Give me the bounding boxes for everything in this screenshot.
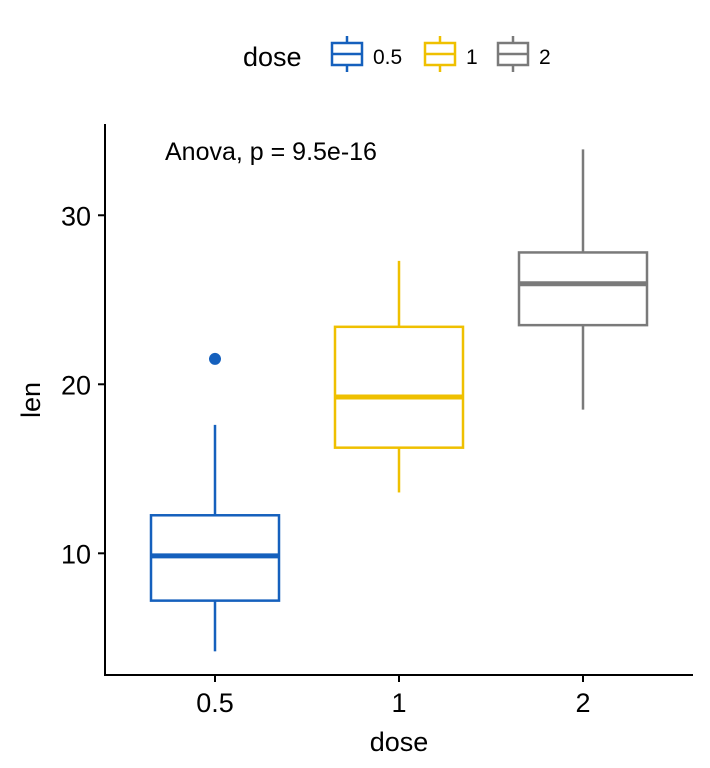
legend-key-1: 1 bbox=[423, 36, 478, 72]
legend-key-label: 0.5 bbox=[373, 46, 402, 69]
boxes bbox=[149, 149, 649, 652]
legend-key-0.5: 0.5 bbox=[330, 36, 402, 72]
box-1 bbox=[333, 260, 465, 493]
legend-title: dose bbox=[243, 42, 302, 72]
outlier-point bbox=[209, 352, 221, 365]
y-tick-label: 30 bbox=[61, 201, 91, 231]
legend: dose 0.5 1 2 bbox=[243, 36, 551, 72]
x-tick-label: 1 bbox=[391, 688, 406, 718]
box-0.5 bbox=[149, 352, 281, 652]
iqr-box bbox=[333, 325, 465, 449]
y-ticks: 10 20 30 bbox=[61, 201, 105, 569]
y-tick-label: 10 bbox=[61, 539, 91, 569]
iqr-box bbox=[517, 251, 649, 327]
anova-annotation: Anova, p = 9.5e-16 bbox=[165, 138, 377, 166]
legend-key-2: 2 bbox=[496, 36, 551, 72]
x-tick-label: 0.5 bbox=[196, 688, 234, 718]
x-axis-title: dose bbox=[370, 727, 429, 757]
y-axis-title: len bbox=[16, 382, 46, 418]
x-ticks: 0.5 1 2 bbox=[196, 675, 591, 718]
legend-key-label: 1 bbox=[466, 46, 478, 69]
legend-keys: 0.5 1 2 bbox=[330, 36, 551, 72]
box-2 bbox=[517, 149, 649, 410]
x-tick-label: 2 bbox=[575, 688, 590, 718]
legend-key-label: 2 bbox=[539, 46, 551, 69]
y-tick-label: 20 bbox=[61, 370, 91, 400]
